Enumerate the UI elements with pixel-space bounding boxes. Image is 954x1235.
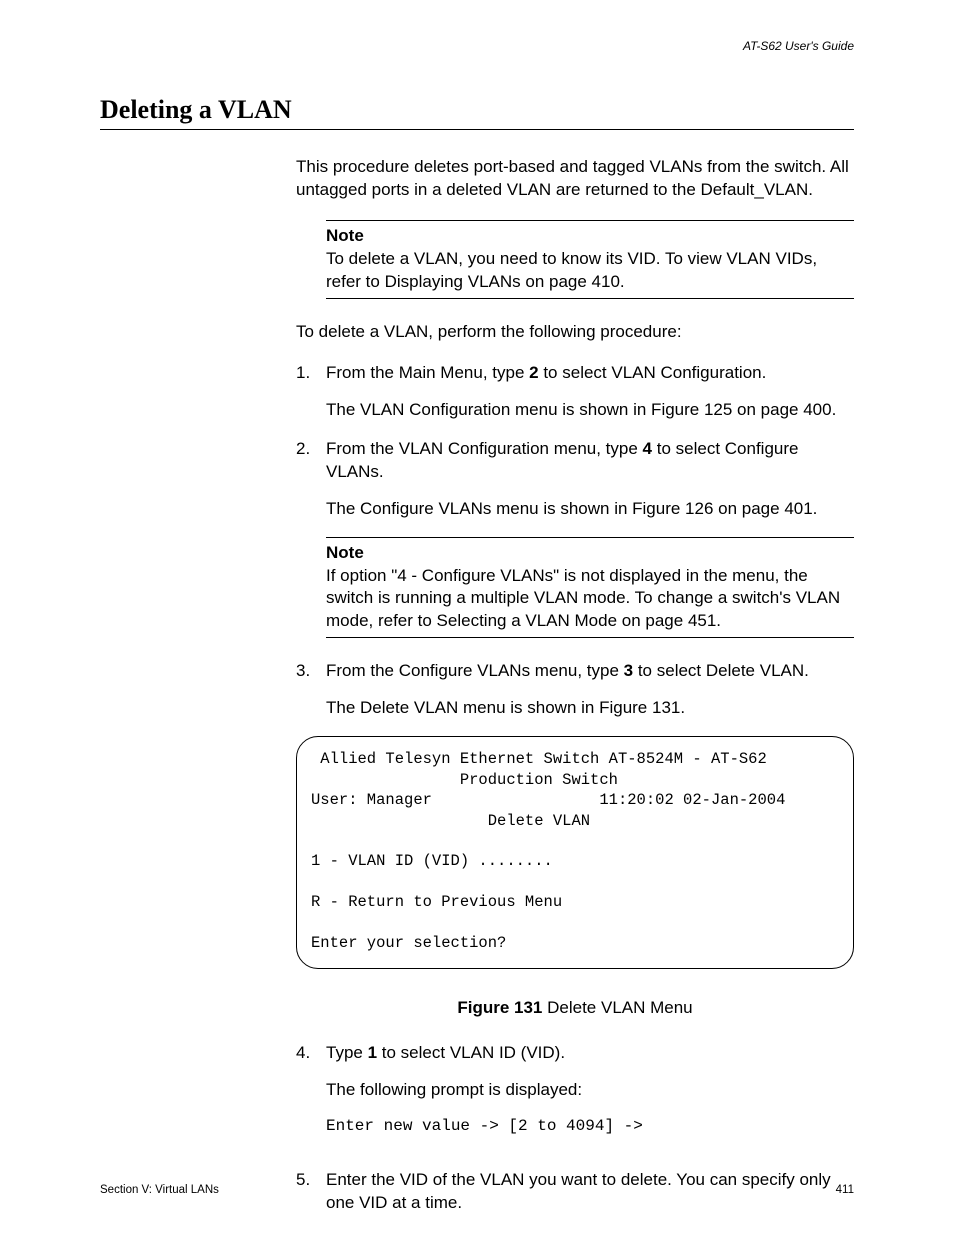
step-4: 4. Type 1 to select VLAN ID (VID). The f… [296,1042,854,1153]
step-bold: 2 [529,363,538,382]
section-title: Deleting a VLAN [100,92,854,130]
step-text-post: to select Delete VLAN. [633,661,809,680]
step-text-pre: From the VLAN Configuration menu, type [326,439,643,458]
figure-label: Figure 131 [457,998,542,1017]
step-number: 4. [296,1042,326,1153]
footer-section: Section V: Virtual LANs [100,1183,219,1199]
note-label: Note [326,225,854,248]
code-prompt: Enter new value -> [2 to 4094] -> [326,1116,854,1138]
step-text-post: to select VLAN Configuration. [539,363,767,382]
step-2: 2. From the VLAN Configuration menu, typ… [296,438,854,521]
note-block-1: Note To delete a VLAN, you need to know … [326,220,854,299]
figure-caption-text: Delete VLAN Menu [542,998,692,1017]
procedure-heading: To delete a VLAN, perform the following … [296,321,854,344]
step-bold: 1 [368,1043,377,1062]
step-bold: 4 [643,439,652,458]
step-number: 3. [296,660,326,720]
step-subtext: The following prompt is displayed: [326,1079,854,1102]
note-body: To delete a VLAN, you need to know its V… [326,248,854,294]
step-text-pre: From the Configure VLANs menu, type [326,661,624,680]
page-header: AT-S62 User's Guide [100,38,854,54]
note-body: If option "4 - Configure VLANs" is not d… [326,565,854,634]
step-1: 1. From the Main Menu, type 2 to select … [296,362,854,422]
footer-page-number: 411 [836,1183,854,1199]
figure-caption: Figure 131 Delete VLAN Menu [296,997,854,1020]
terminal-figure: Allied Telesyn Ethernet Switch AT-8524M … [296,736,854,969]
step-subtext: The Delete VLAN menu is shown in Figure … [326,697,854,720]
page-footer: Section V: Virtual LANs 411 [100,1183,854,1199]
step-text-pre: Type [326,1043,368,1062]
note-block-2: Note If option "4 - Configure VLANs" is … [326,537,854,639]
note-label: Note [326,542,854,565]
step-bold: 3 [624,661,633,680]
step-number: 1. [296,362,326,422]
step-3: 3. From the Configure VLANs menu, type 3… [296,660,854,720]
step-text-post: to select VLAN ID (VID). [377,1043,565,1062]
step-number: 2. [296,438,326,521]
step-subtext: The VLAN Configuration menu is shown in … [326,399,854,422]
intro-paragraph: This procedure deletes port-based and ta… [296,156,854,202]
step-subtext: The Configure VLANs menu is shown in Fig… [326,498,854,521]
step-text-pre: From the Main Menu, type [326,363,529,382]
